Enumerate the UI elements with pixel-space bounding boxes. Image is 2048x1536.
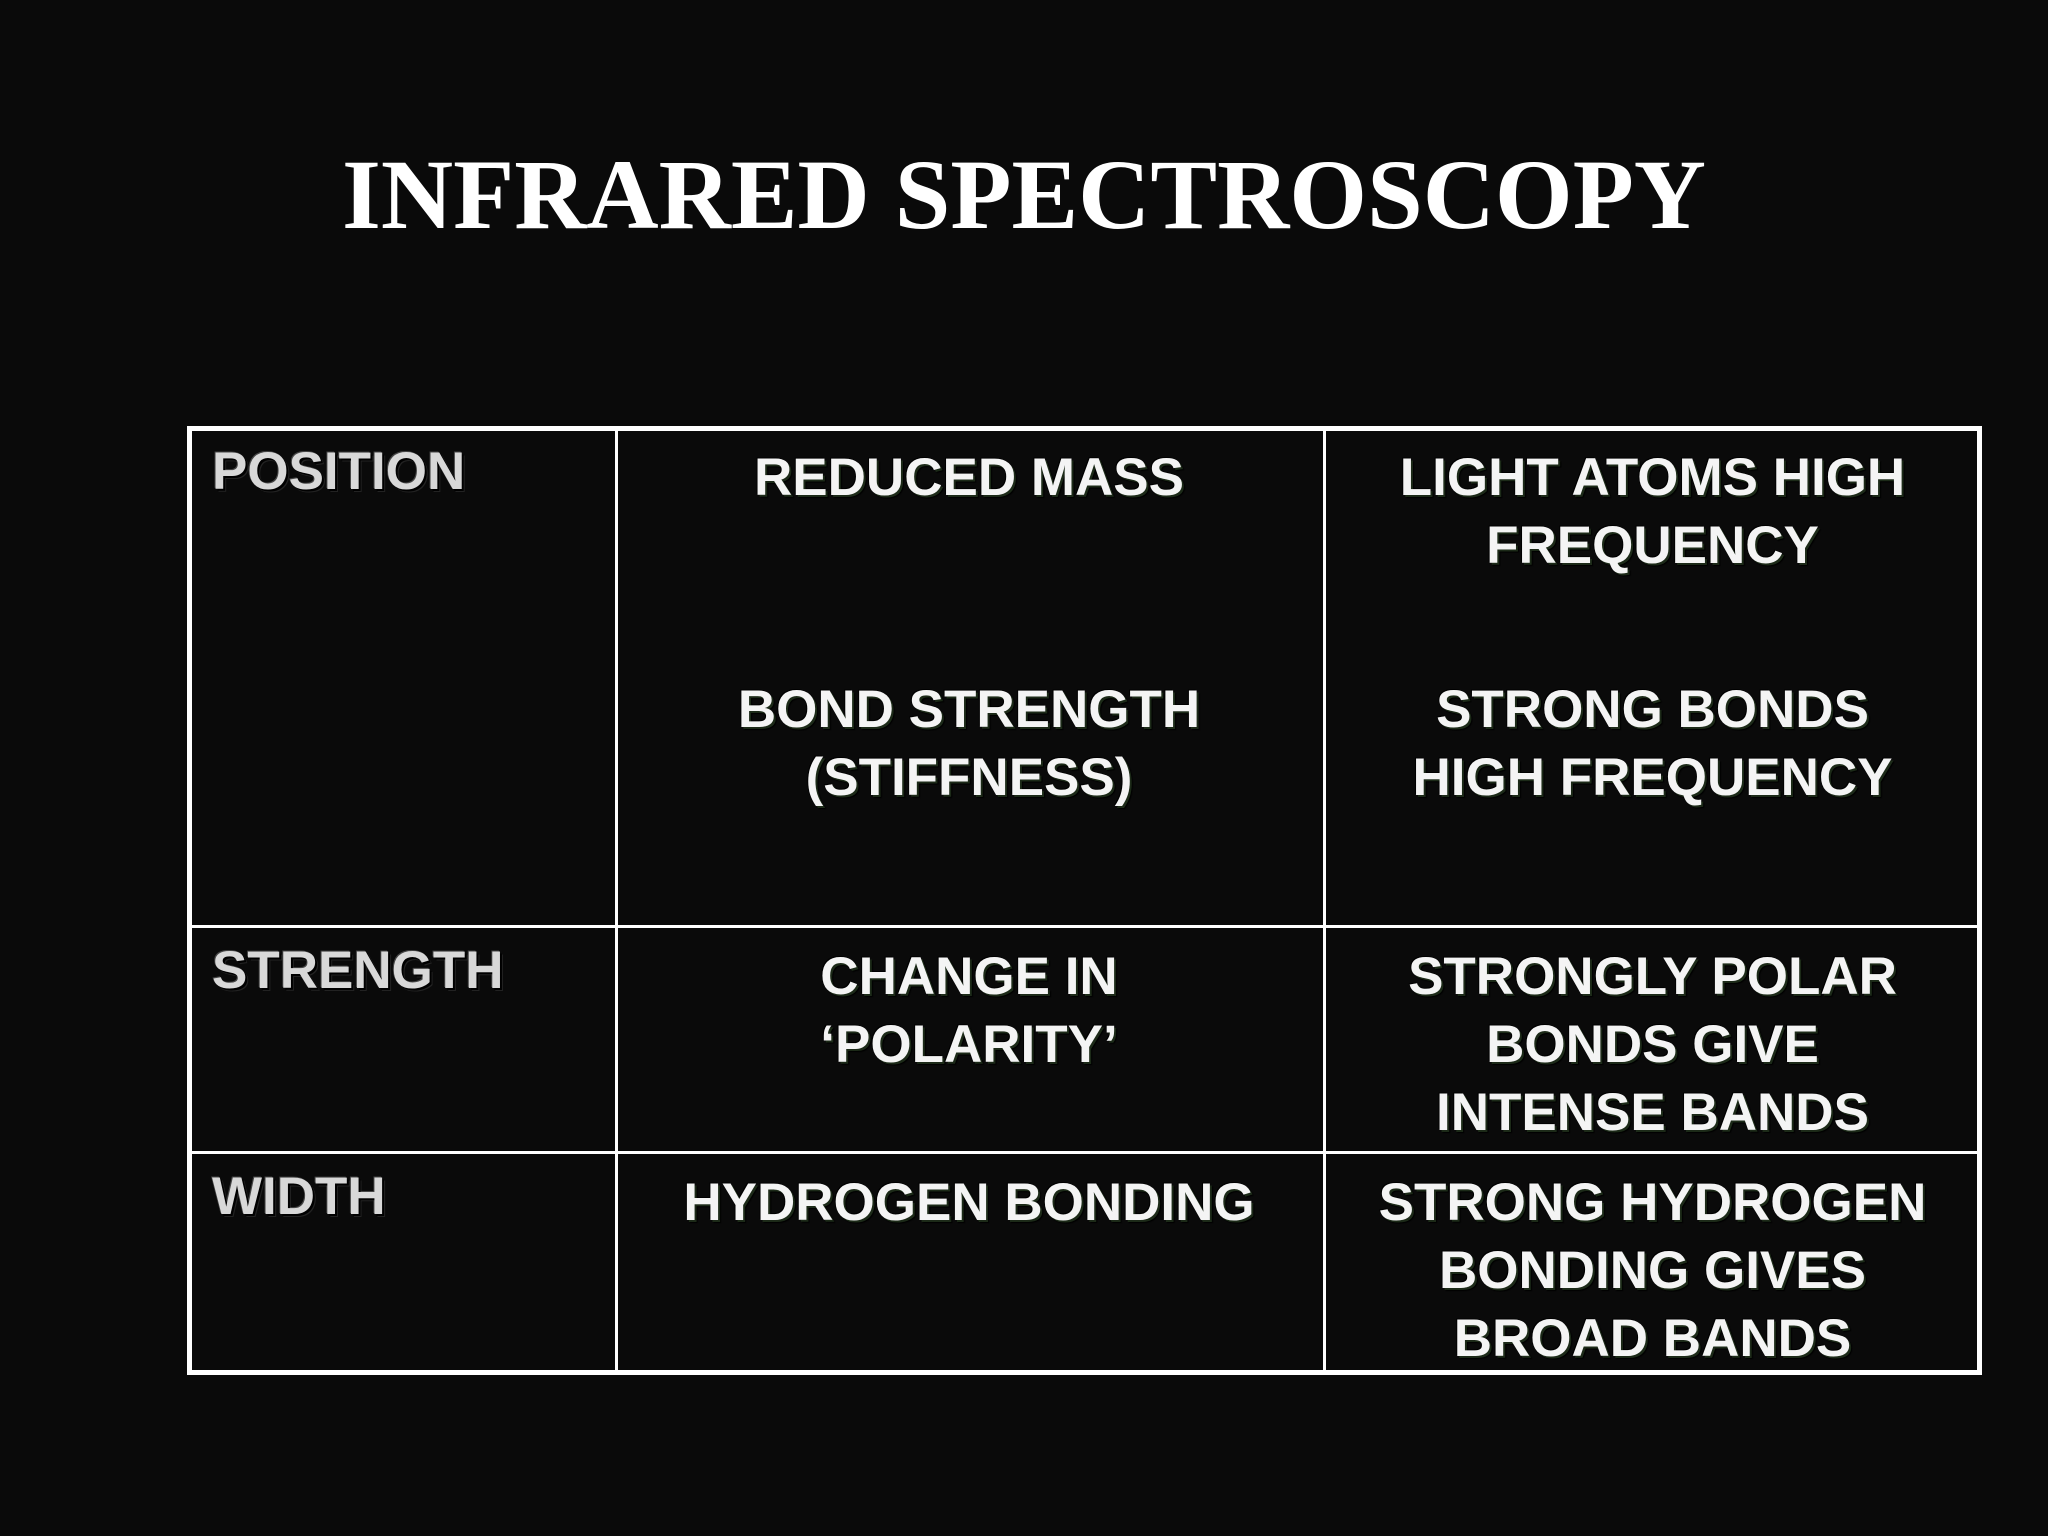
factor-text: HYDROGEN BONDING	[683, 1173, 1255, 1232]
row-divider	[187, 1151, 1982, 1154]
row-label: POSITION	[212, 442, 466, 501]
effect-text: LIGHT ATOMS HIGH FREQUENCY	[1399, 448, 1906, 575]
row-divider	[187, 925, 1982, 928]
table-border	[187, 426, 192, 1375]
table-border	[1977, 426, 1982, 1375]
effect-text: STRONGLY POLAR BONDS GIVE INTENSE BANDS	[1408, 947, 1897, 1142]
factor-text: CHANGE IN ‘POLARITY’	[820, 947, 1118, 1074]
effect-text: STRONG HYDROGEN BONDING GIVES BROAD BAND…	[1378, 1173, 1927, 1368]
effect-text: STRONG BONDS HIGH FREQUENCY	[1412, 680, 1893, 807]
slide-title: INFRARED SPECTROSCOPY	[341, 139, 1706, 250]
row-label: WIDTH	[212, 1167, 386, 1226]
column-divider	[615, 426, 618, 1375]
factor-text: REDUCED MASS	[754, 448, 1184, 507]
table-border	[187, 1370, 1982, 1375]
row-label: STRENGTH	[212, 941, 504, 1000]
factor-text: BOND STRENGTH (STIFFNESS)	[737, 680, 1201, 807]
column-divider	[1323, 426, 1326, 1375]
table-border	[187, 426, 1982, 431]
